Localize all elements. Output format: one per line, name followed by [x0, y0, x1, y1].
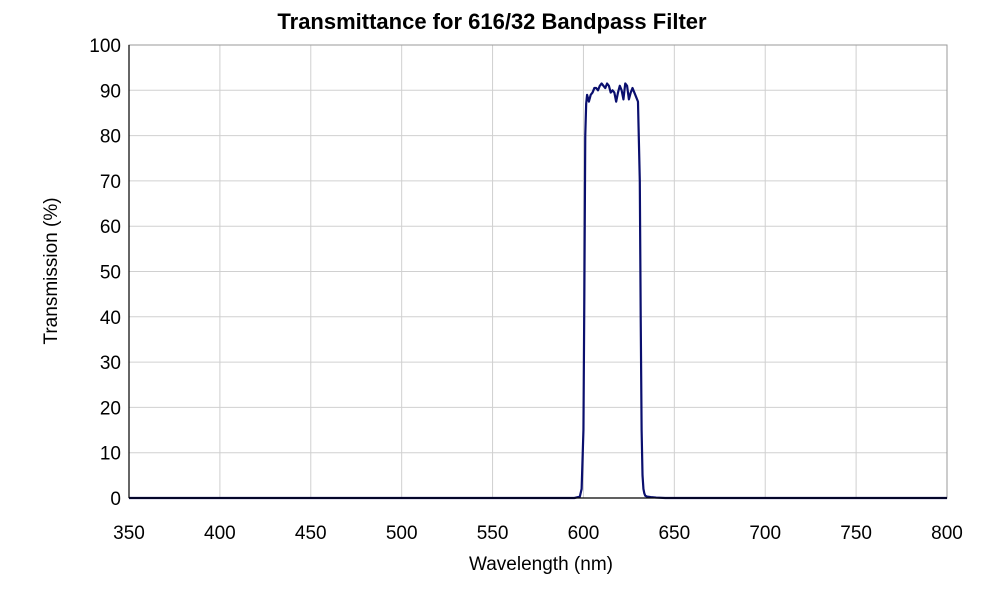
- x-tick-label: 400: [204, 523, 236, 544]
- x-tick-labels: 350 400 450 500 550 600 650 700 750 800: [113, 523, 963, 544]
- chart-title: Transmittance for 616/32 Bandpass Filter: [277, 9, 707, 34]
- x-tick-label: 650: [658, 523, 690, 544]
- x-tick-label: 600: [568, 523, 600, 544]
- grid-lines: [128, 44, 948, 499]
- x-tick-label: 800: [931, 523, 963, 544]
- transmission-series-line: [129, 82, 947, 500]
- x-tick-label: 700: [749, 523, 781, 544]
- y-tick-label: 100: [89, 36, 121, 57]
- y-tick-label: 20: [100, 398, 121, 419]
- y-tick-label: 70: [100, 172, 121, 193]
- y-tick-label: 0: [110, 489, 121, 510]
- y-tick-label: 60: [100, 217, 121, 238]
- x-tick-label: 750: [840, 523, 872, 544]
- x-tick-label: 500: [386, 523, 418, 544]
- x-tick-label: 550: [477, 523, 509, 544]
- y-tick-label: 80: [100, 127, 121, 148]
- x-tick-label: 450: [295, 523, 327, 544]
- y-tick-label: 30: [100, 353, 121, 374]
- y-axis-label: Transmission (%): [41, 197, 62, 344]
- y-tick-label: 50: [100, 263, 121, 284]
- x-axis-label: Wavelength (nm): [469, 554, 613, 575]
- series-layer: [129, 82, 947, 500]
- y-tick-label: 10: [100, 444, 121, 465]
- x-tick-label: 350: [113, 523, 145, 544]
- y-tick-labels: 0 10 20 30 40 50 60 70 80 90 100: [89, 36, 121, 510]
- y-tick-label: 40: [100, 308, 121, 329]
- y-tick-label: 90: [100, 81, 121, 102]
